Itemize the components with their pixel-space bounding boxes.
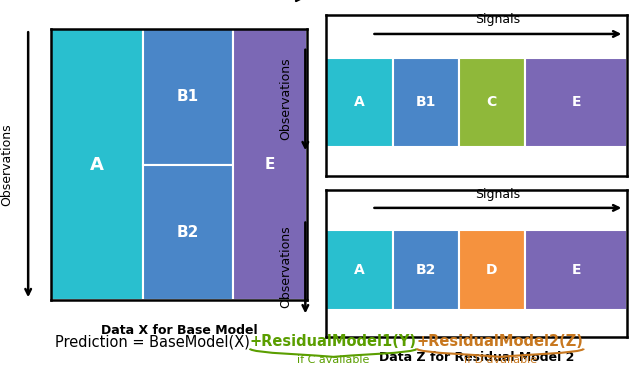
Bar <box>326 58 392 147</box>
Text: Observations: Observations <box>279 225 292 308</box>
Text: Signals: Signals <box>476 187 520 201</box>
Bar <box>459 58 525 147</box>
Text: A: A <box>354 263 365 277</box>
Bar <box>233 29 307 300</box>
Bar <box>525 230 627 310</box>
Text: A: A <box>354 96 365 109</box>
Text: Data X for Base Model: Data X for Base Model <box>101 325 257 337</box>
Text: B1: B1 <box>415 96 436 109</box>
Text: Prediction = BaseModel(X): Prediction = BaseModel(X) <box>55 335 250 350</box>
Text: D: D <box>486 263 497 277</box>
Text: E: E <box>572 263 581 277</box>
Bar <box>392 58 459 147</box>
Text: A: A <box>90 156 104 174</box>
Bar <box>392 230 459 310</box>
Text: B1: B1 <box>177 90 199 104</box>
Text: B2: B2 <box>177 225 199 240</box>
Text: C: C <box>486 96 497 109</box>
Text: Observations: Observations <box>0 123 13 206</box>
Text: E: E <box>265 157 275 172</box>
Bar <box>143 29 233 165</box>
Text: Data Z for Residual Model 2: Data Z for Residual Model 2 <box>379 351 575 365</box>
Text: Observations: Observations <box>279 57 292 140</box>
Text: +ResidualModel2(Z): +ResidualModel2(Z) <box>417 335 584 350</box>
Bar <box>525 58 627 147</box>
Bar <box>459 230 525 310</box>
Text: Signals: Signals <box>476 13 520 26</box>
Text: if D available: if D available <box>464 355 537 365</box>
Bar <box>143 165 233 300</box>
Text: Data Y for Residual Model 1: Data Y for Residual Model 1 <box>379 192 575 205</box>
Text: B2: B2 <box>415 263 436 277</box>
Text: if C available: if C available <box>297 355 369 365</box>
Bar <box>326 230 392 310</box>
Bar <box>51 29 143 300</box>
Text: E: E <box>572 96 581 109</box>
Text: +ResidualModel1(Y): +ResidualModel1(Y) <box>250 335 417 350</box>
